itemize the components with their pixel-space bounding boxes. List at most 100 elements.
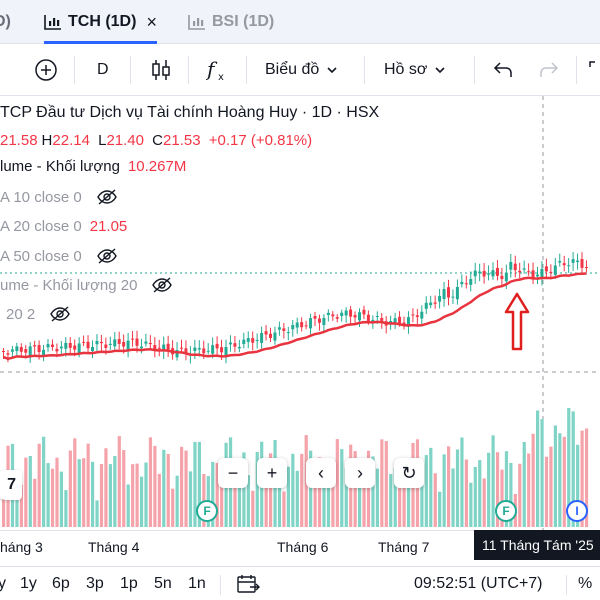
indicator-bb[interactable]: 20 2 <box>6 305 71 323</box>
candle-body <box>73 345 77 350</box>
tab-close-button[interactable]: × <box>146 11 157 32</box>
volume-bar <box>495 452 500 527</box>
range-button[interactable]: 1p <box>120 575 138 592</box>
bottom-divider <box>220 575 221 595</box>
candle-body <box>567 265 571 267</box>
volume-bar <box>393 468 397 527</box>
candle-body <box>224 346 228 356</box>
clock-timezone[interactable]: 09:52:51 (UTC+7) <box>414 575 543 592</box>
candle-chart-icon <box>188 15 205 30</box>
candle-body <box>131 338 135 340</box>
volume-bar <box>442 454 446 527</box>
volume-bar <box>500 469 504 527</box>
candle-body <box>233 343 237 347</box>
range-button[interactable]: y <box>0 575 6 592</box>
chart-style-button[interactable] <box>150 44 172 96</box>
candle-body <box>264 331 268 335</box>
financials-badge[interactable]: F <box>495 500 517 522</box>
volume-bar <box>193 441 197 527</box>
add-symbol-button[interactable] <box>34 44 58 96</box>
volume-bar <box>73 438 77 527</box>
candle-body <box>536 274 539 277</box>
candle-body <box>513 263 517 271</box>
redo-button[interactable] <box>538 44 560 96</box>
time-label: Tháng 7 <box>378 539 430 555</box>
toolbar-divider <box>130 56 131 84</box>
eye-off-icon[interactable] <box>49 305 71 323</box>
indicator-ma10[interactable]: A 10 close 0 <box>0 188 118 206</box>
volume-bar <box>576 444 580 527</box>
volume-bar <box>28 455 32 527</box>
undo-button[interactable] <box>492 44 514 96</box>
volume-bar <box>362 477 366 527</box>
volume-bar <box>46 463 50 527</box>
volume-bar <box>455 449 460 527</box>
candle-body <box>19 347 23 352</box>
eye-off-icon[interactable] <box>151 276 173 294</box>
eye-off-icon[interactable] <box>96 247 118 265</box>
zoom-in-button[interactable]: + <box>257 458 287 488</box>
up-arrow-icon[interactable] <box>504 292 530 352</box>
tab-partial[interactable]: D) <box>0 0 11 44</box>
candle-body <box>211 345 215 354</box>
date-range-button[interactable] <box>236 567 260 600</box>
volume-bar <box>309 450 313 527</box>
candle-body <box>68 343 72 348</box>
tradingview-logo[interactable]: 7 <box>0 470 22 500</box>
tab-tch[interactable]: TCH (1D) × <box>44 0 157 44</box>
scroll-left-button[interactable]: ‹ <box>306 458 336 488</box>
candle-body <box>99 341 103 344</box>
volume-bar <box>220 477 224 527</box>
candle-body <box>495 267 499 276</box>
profile-dropdown[interactable]: Hồ sơ <box>384 44 445 96</box>
volume-bar <box>389 474 393 527</box>
volume-bar <box>237 461 242 527</box>
candle-body <box>309 318 313 329</box>
candle-body <box>460 281 464 285</box>
interval-button[interactable]: D <box>97 44 109 96</box>
indicator-volume[interactable]: lume - Khối lượng 10.267M <box>0 158 186 175</box>
high-value: 22.14 <box>52 132 90 149</box>
candle-body <box>277 327 281 330</box>
indicator-ma50[interactable]: A 50 close 0 <box>0 247 118 265</box>
volume-bar <box>282 491 286 527</box>
percent-toggle[interactable]: % <box>578 575 593 592</box>
crosshair-date-label: 11 Tháng Tám '25 <box>474 530 600 560</box>
candle-body <box>393 318 397 324</box>
volume-bar <box>478 460 482 527</box>
volume-bar <box>233 464 237 527</box>
range-button[interactable]: 5n <box>154 575 172 592</box>
volume-bar <box>162 449 166 527</box>
indicator-volume-ma[interactable]: ume - Khối lượng 20 <box>0 276 173 294</box>
eye-off-icon[interactable] <box>96 188 118 206</box>
volume-bar <box>215 462 219 527</box>
candle-body <box>518 270 522 273</box>
financials-badge[interactable]: F <box>196 500 218 522</box>
svg-text:x: x <box>218 72 224 83</box>
candle-body <box>59 346 63 349</box>
candle-body <box>344 310 348 316</box>
time-axis[interactable]: háng 3 Tháng 4 Tháng 6 Tháng 7 <box>0 530 600 562</box>
volume-bar <box>451 468 455 527</box>
fullscreen-button[interactable] <box>588 44 600 96</box>
candle-body <box>237 346 241 349</box>
reset-chart-button[interactable]: ↻ <box>394 458 424 488</box>
redo-icon <box>540 62 559 77</box>
scroll-right-button[interactable]: › <box>345 458 375 488</box>
zoom-out-button[interactable]: − <box>218 458 248 488</box>
range-button[interactable]: 1y <box>20 575 37 592</box>
indicator-value: 21.05 <box>89 218 128 235</box>
volume-bar <box>99 463 104 527</box>
range-button[interactable]: 1n <box>188 575 206 592</box>
range-button[interactable]: 6p <box>52 575 70 592</box>
chart-type-dropdown[interactable]: Biểu đồ <box>265 44 337 96</box>
volume-bar <box>82 458 86 527</box>
candle-body <box>584 267 588 269</box>
candle-body <box>313 315 317 319</box>
indicator-ma20[interactable]: A 20 close 0 21.05 <box>0 218 127 235</box>
candle-body <box>576 260 580 263</box>
info-badge[interactable]: I <box>566 500 588 522</box>
tab-bsi[interactable]: BSI (1D) <box>188 0 274 44</box>
range-button[interactable]: 3p <box>86 575 104 592</box>
